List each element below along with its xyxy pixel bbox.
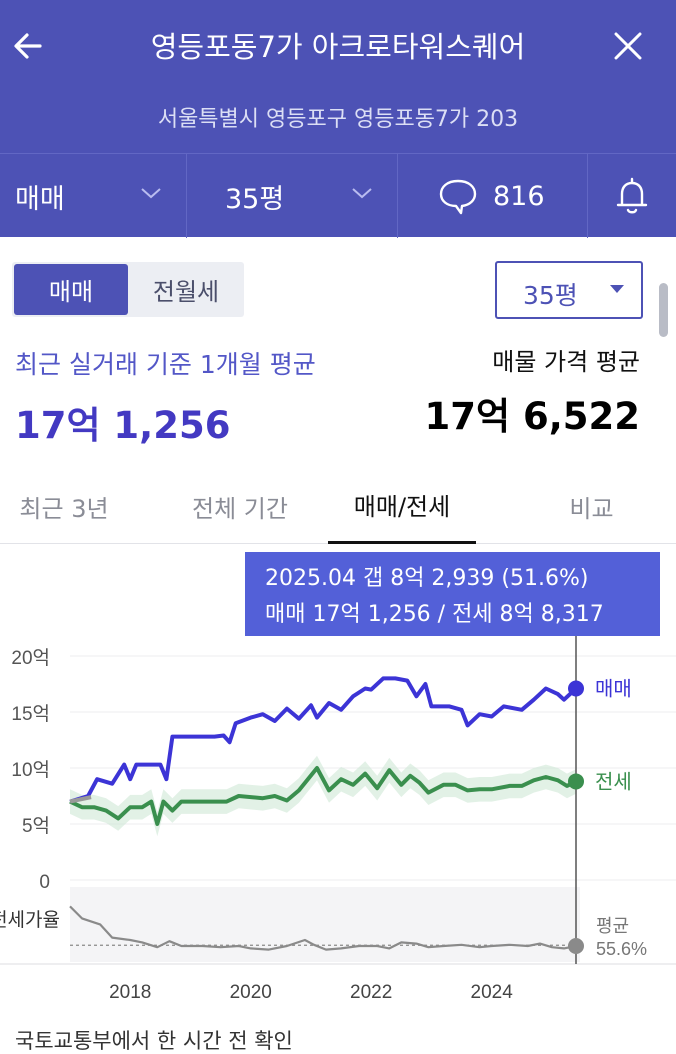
jeonse-end-marker (568, 773, 584, 790)
filter-toolbar: 매매 35평 816 (0, 153, 676, 238)
y-tick-label: 10억 (11, 759, 50, 781)
x-tick-label: 2024 (471, 982, 514, 1003)
size-dropdown[interactable]: 35평 (187, 154, 398, 238)
app-header: 영등포동7가 아크로타워스퀘어 서울특별시 영등포구 영등포동7가 203 (0, 0, 676, 153)
tab-recent-3-years[interactable]: 최근 3년 (19, 494, 109, 523)
chevron-down-icon (141, 188, 161, 199)
ratio-panel-bg (70, 887, 580, 962)
sale-series-label: 매매 (595, 676, 632, 700)
tooltip-gap-line: 2025.04 갭 8억 2,939 (51.6%) (265, 566, 589, 591)
ratio-panel-label: 전세가율 (0, 909, 60, 931)
deal-type-dropdown[interactable]: 매매 (0, 154, 187, 238)
tab-sale-jeonse[interactable]: 매매/전세 (328, 468, 476, 544)
listing-avg-value: 17억 6,522 (424, 395, 640, 438)
y-tick-label: 15억 (11, 703, 50, 725)
listing-avg-label: 매물 가격 평균 (492, 348, 640, 376)
chart-tabs: 최근 3년 전체 기간 매매/전세 비교 (0, 468, 676, 544)
recent-trade-label: 최근 실거래 기준 1개월 평균 (15, 350, 316, 379)
notification-button[interactable] (588, 154, 676, 238)
average-label: 평균 (596, 916, 629, 937)
bell-icon (616, 177, 648, 214)
page-title: 영등포동7가 아크로타워스퀘어 (150, 30, 526, 64)
y-tick-label: 5억 (22, 815, 50, 837)
sale-end-marker (568, 680, 584, 697)
tab-compare[interactable]: 비교 (569, 494, 614, 523)
chart-tooltip: 2025.04 갭 8억 2,939 (51.6%) 매매 17억 1,256 … (245, 552, 660, 636)
y-tick-label: 0 (39, 872, 50, 893)
jeonse-ratio-line (69, 905, 577, 951)
jeonse-series-label: 전세 (595, 769, 632, 793)
x-tick-label: 2022 (350, 982, 392, 1003)
size-label: 35평 (225, 183, 285, 215)
sale-price-line (69, 676, 578, 804)
ratio-end-marker (568, 938, 584, 954)
y-tick-label: 20억 (11, 647, 50, 669)
speech-bubble-icon (439, 179, 477, 215)
close-icon[interactable] (608, 26, 648, 66)
pre-split-line (69, 795, 92, 804)
price-chart[interactable]: 20억 15억 10억 5억 0 전세가율 2018 2020 2022 2024 매매전세평균55… (0, 544, 676, 1014)
x-tick-label: 2020 (230, 982, 272, 1003)
average-value: 55.6% (596, 939, 647, 959)
tab-all-period[interactable]: 전체 기간 (192, 494, 288, 523)
scrollbar[interactable] (659, 283, 668, 337)
x-tick-label: 2018 (109, 982, 151, 1003)
deal-type-label: 매매 (15, 183, 65, 215)
segment-rent[interactable]: 전월세 (152, 278, 220, 306)
jeonse-price-line (69, 766, 577, 826)
caret-down-icon (610, 285, 624, 293)
recent-trade-value: 17억 1,256 (15, 404, 231, 447)
tooltip-price-line: 매매 17억 1,256 / 전세 8억 8,317 (265, 602, 604, 627)
size-select-label: 35평 (523, 281, 578, 310)
jeonse-range-band (70, 755, 576, 837)
size-select[interactable]: 35평 (495, 261, 643, 319)
data-source-note: 국토교통부에서 한 시간 전 확인 (15, 1029, 293, 1053)
back-arrow-icon[interactable] (10, 26, 50, 66)
segment-sale[interactable]: 매매 (14, 264, 128, 315)
comments-button[interactable]: 816 (398, 154, 588, 238)
chevron-down-icon (352, 188, 372, 199)
deal-type-segment: 매매 전월세 (12, 262, 244, 317)
address: 서울특별시 영등포구 영등포동7가 203 (157, 107, 519, 132)
comment-count: 816 (493, 180, 545, 212)
